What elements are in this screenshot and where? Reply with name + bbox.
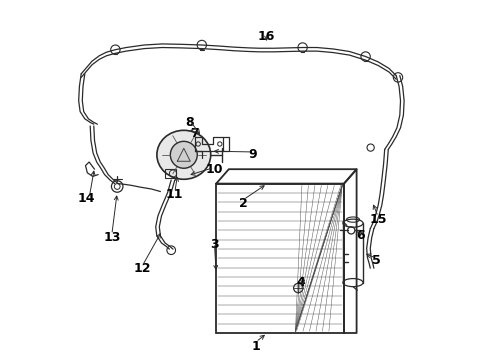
Text: 12: 12 <box>134 262 151 275</box>
Text: 2: 2 <box>239 197 247 210</box>
Text: 1: 1 <box>251 340 260 353</box>
Bar <box>216 184 344 333</box>
Text: 3: 3 <box>210 238 219 251</box>
Text: 16: 16 <box>258 30 275 42</box>
Circle shape <box>171 141 197 168</box>
Text: 5: 5 <box>372 255 381 267</box>
Text: 9: 9 <box>248 148 256 161</box>
Text: 13: 13 <box>103 231 121 244</box>
Text: 8: 8 <box>185 116 194 129</box>
Text: 11: 11 <box>166 188 184 201</box>
Text: 15: 15 <box>369 213 387 226</box>
Bar <box>165 169 175 178</box>
Text: 6: 6 <box>356 229 365 242</box>
Text: 10: 10 <box>206 163 223 176</box>
Text: 4: 4 <box>296 276 305 289</box>
Ellipse shape <box>157 130 211 179</box>
Text: 14: 14 <box>78 192 96 204</box>
Text: 7: 7 <box>190 127 199 140</box>
